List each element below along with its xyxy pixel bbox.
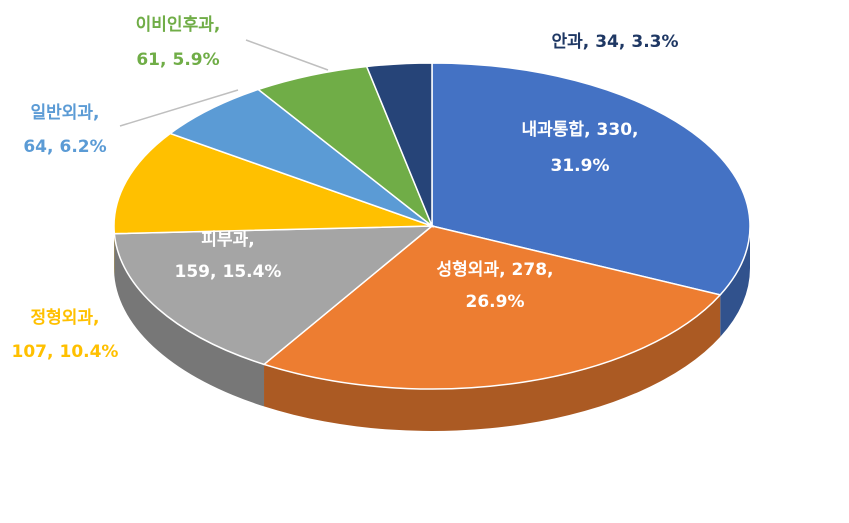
data-label: 일반외과, [30,103,99,123]
separator: , [632,120,638,140]
separator: , [499,260,505,280]
data-label: 성형외과, 278, [437,259,554,280]
percent: 5.9% [172,50,219,70]
data-label: 이비인후과, [136,14,221,35]
separator: , [214,15,220,35]
value: 64 [23,137,47,157]
slice [262,225,722,390]
data-label: 64, 6.2% [23,137,106,157]
slice [113,132,433,235]
percent: 3.3% [631,32,678,52]
data-label: 107, 10.4% [12,342,119,362]
separator: , [93,308,99,328]
category: 정형외과 [30,307,93,328]
pie [113,62,751,431]
data-label: 안과, 34, 3.3% [551,32,678,52]
separator: , [584,120,590,140]
data-label: 31.9% [551,156,610,176]
value: 34 [595,32,619,52]
value: 330 [597,120,633,140]
percent: 31.9% [551,156,610,176]
separator: , [583,32,589,52]
separator: , [547,260,553,280]
percent: 10.4% [59,342,118,362]
data-label: 61, 5.9% [136,50,219,70]
slice [168,88,433,227]
slice-side [114,233,265,407]
percent: 6.2% [59,137,106,157]
category: 피부과 [201,230,248,250]
value: 278 [512,260,548,280]
slice-side [720,226,750,337]
slice [365,62,433,227]
data-label: 26.9% [466,292,525,312]
leader-line [245,39,329,71]
data-label: 내과통합, 330, [522,119,639,140]
value: 107 [12,342,48,362]
category: 일반외과 [30,103,93,123]
separator: , [210,262,216,282]
separator: , [619,32,625,52]
separator: , [47,137,53,157]
separator: , [248,230,254,250]
category: 안과 [551,32,583,52]
data-label: 정형외과, [30,307,99,328]
category: 성형외과 [437,259,500,280]
value: 61 [136,50,160,70]
category: 내과통합 [522,119,585,140]
separator: , [47,342,53,362]
data-label: 피부과, [201,230,254,250]
value: 159 [175,262,211,282]
category: 이비인후과 [136,14,215,35]
slice-side [264,294,721,431]
slice [431,62,751,296]
slice [113,225,435,366]
leader-line [119,89,239,127]
separator: , [160,50,166,70]
separator: , [93,103,99,123]
percent: 15.4% [222,262,281,282]
data-label: 159, 15.4% [175,262,282,282]
percent: 26.9% [466,292,525,312]
